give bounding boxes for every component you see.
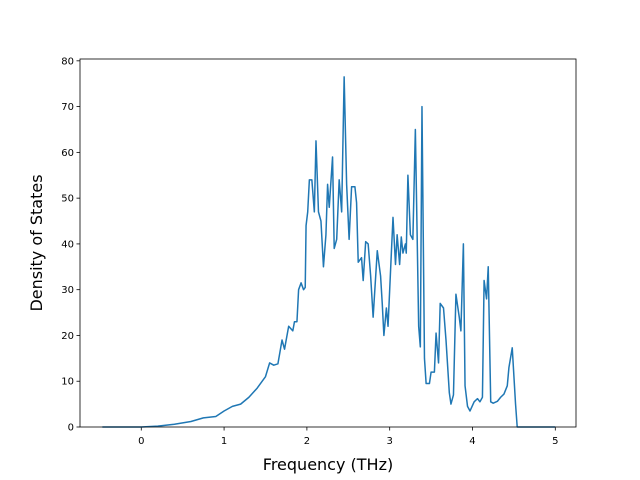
x-tick-label: 5	[552, 436, 558, 447]
y-axis-label: Density of States	[27, 174, 46, 311]
y-tick-label: 20	[61, 331, 74, 342]
y-tick-label: 30	[61, 285, 74, 296]
y-tick-label: 0	[68, 423, 74, 434]
y-tick-label: 70	[61, 102, 74, 113]
x-tick-label: 2	[304, 436, 310, 447]
y-tick-label: 40	[61, 239, 74, 250]
y-tick-label: 50	[61, 194, 74, 205]
data-line	[102, 76, 556, 428]
x-axis-label: Frequency (THz)	[263, 455, 393, 474]
y-tick-label: 80	[61, 56, 74, 67]
x-tick-label: 3	[387, 436, 393, 447]
y-tick-label: 60	[61, 148, 74, 159]
x-tick-label: 0	[138, 436, 144, 447]
y-tick-label: 10	[61, 377, 74, 388]
x-tick-label: 4	[469, 436, 475, 447]
x-tick-label: 1	[221, 436, 227, 447]
plot-frame	[79, 58, 577, 428]
